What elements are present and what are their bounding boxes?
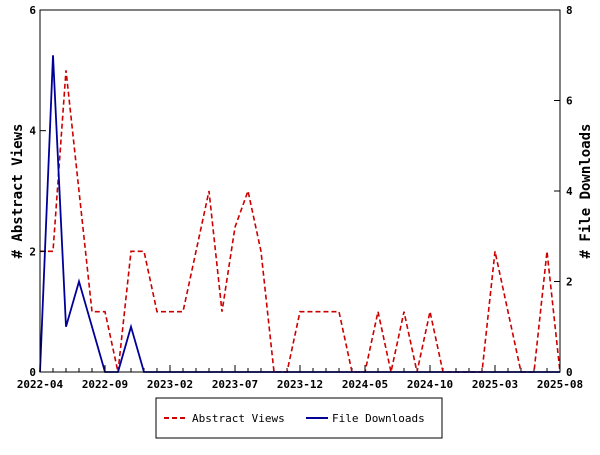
x-tick-label: 2023-12: [277, 378, 323, 391]
x-tick-label: 2022-04: [17, 378, 64, 391]
y-left-tick-label: 6: [29, 4, 36, 17]
y-left-tick-label: 2: [29, 245, 36, 258]
y-left-tick-label: 0: [29, 366, 36, 379]
x-tick-label: 2024-10: [407, 378, 453, 391]
legend-box: [155, 397, 443, 439]
y-right-tick-label: 6: [566, 95, 573, 108]
y-right-tick-label: 8: [566, 4, 573, 17]
legend-label-abstract-views: Abstract Views: [192, 412, 285, 425]
y-right-tick-label: 0: [566, 366, 573, 379]
x-tick-label: 2023-07: [212, 378, 258, 391]
series-line-abstract-views: [40, 70, 561, 373]
x-tick-label: 2022-09: [82, 378, 128, 391]
y-right-tick-label: 4: [566, 185, 573, 198]
tick-labels: 2022-04 2022-09 2023-02 2023-07 2023-12 2024-…: [17, 4, 583, 391]
legend: Abstract Views File Downloads: [155, 397, 443, 439]
x-tick-label: 2025-03: [472, 378, 518, 391]
y-left-tick-label: 4: [29, 125, 36, 138]
y-axis-left-title: # Abstract Views: [10, 124, 26, 259]
legend-label-file-downloads: File Downloads: [332, 412, 425, 425]
x-tick-label: 2024-05: [342, 378, 388, 391]
x-tick-label: 2023-02: [147, 378, 193, 391]
series-line-file-downloads: [39, 55, 560, 373]
y-axis-right-title: # File Downloads: [578, 124, 594, 259]
x-tick-label: 2025-08: [537, 378, 583, 391]
series-lines: [39, 55, 561, 373]
y-right-tick-label: 2: [566, 276, 573, 289]
plot-frame: [39, 9, 561, 373]
axis-ticks: [39, 9, 561, 373]
